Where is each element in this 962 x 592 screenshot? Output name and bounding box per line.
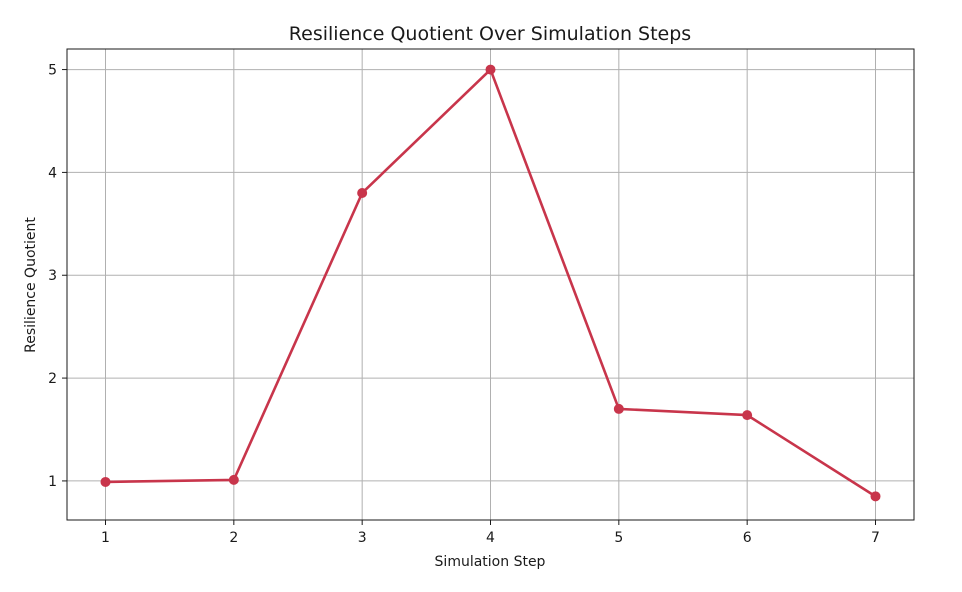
data-point: [613, 403, 624, 414]
x-tick-label: 3: [358, 530, 367, 546]
data-point: [228, 474, 239, 485]
y-tick-label: 3: [48, 268, 57, 284]
plot-frame: [66, 48, 915, 521]
x-axis-label: Simulation Step: [435, 554, 546, 570]
x-tick-label: 2: [229, 530, 238, 546]
y-axis-label: Resilience Quotient: [23, 217, 39, 353]
data-point: [357, 187, 368, 198]
data-point: [485, 64, 496, 75]
x-tick-label: 7: [871, 530, 880, 546]
data-point: [742, 410, 753, 421]
data-point: [870, 491, 881, 502]
x-tick-label: 6: [743, 530, 752, 546]
grid-layer: [67, 49, 914, 520]
y-tick-label: 4: [48, 165, 57, 181]
y-tick-label: 2: [48, 371, 57, 387]
x-tick-label: 5: [614, 530, 623, 546]
chart-title: Resilience Quotient Over Simulation Step…: [289, 23, 691, 45]
y-tick-label: 5: [48, 63, 57, 79]
x-tick-label: 1: [101, 530, 110, 546]
y-tick-label: 1: [48, 474, 57, 490]
series-layer: [100, 64, 881, 502]
data-point: [100, 476, 111, 487]
x-tick-label: 4: [486, 530, 495, 546]
ticks-layer: 1 2 3 4 5 6 7 1 2 3 4 5: [48, 63, 880, 546]
